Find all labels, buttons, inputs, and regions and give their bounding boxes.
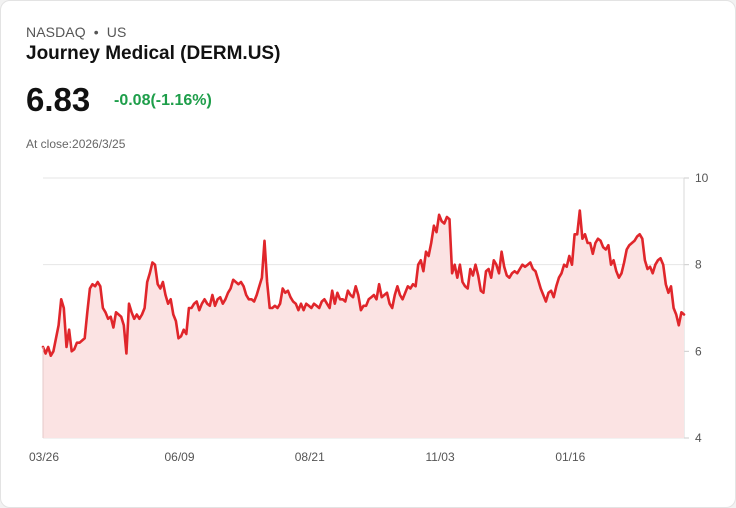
x-tick-label: 06/09 — [164, 450, 194, 464]
exchange-name: NASDAQ — [26, 24, 86, 40]
x-tick-label: 11/03 — [425, 450, 454, 464]
last-price: 6.83 — [26, 81, 91, 118]
y-tick-label-6: 6 — [695, 344, 702, 358]
exchange-line: NASDAQ • US — [26, 24, 126, 40]
close-date: At close:2026/3/25 — [26, 137, 126, 151]
x-tick-label: 08/21 — [295, 450, 325, 464]
region-name: US — [106, 24, 127, 40]
price-change: -0.08(-1.16%) — [114, 92, 212, 109]
series-line — [41, 209, 686, 357]
separator-dot: • — [93, 24, 99, 40]
x-tick-label: 03/26 — [29, 450, 59, 464]
x-tick-label: 01/16 — [555, 450, 585, 464]
stock-title: Journey Medical (DERM.US) — [26, 43, 281, 64]
y-tick-label-10: 10 — [695, 171, 709, 185]
y-tick-label-4: 4 — [695, 431, 702, 445]
y-tick-label-8: 8 — [695, 258, 702, 272]
series-area — [43, 210, 684, 438]
